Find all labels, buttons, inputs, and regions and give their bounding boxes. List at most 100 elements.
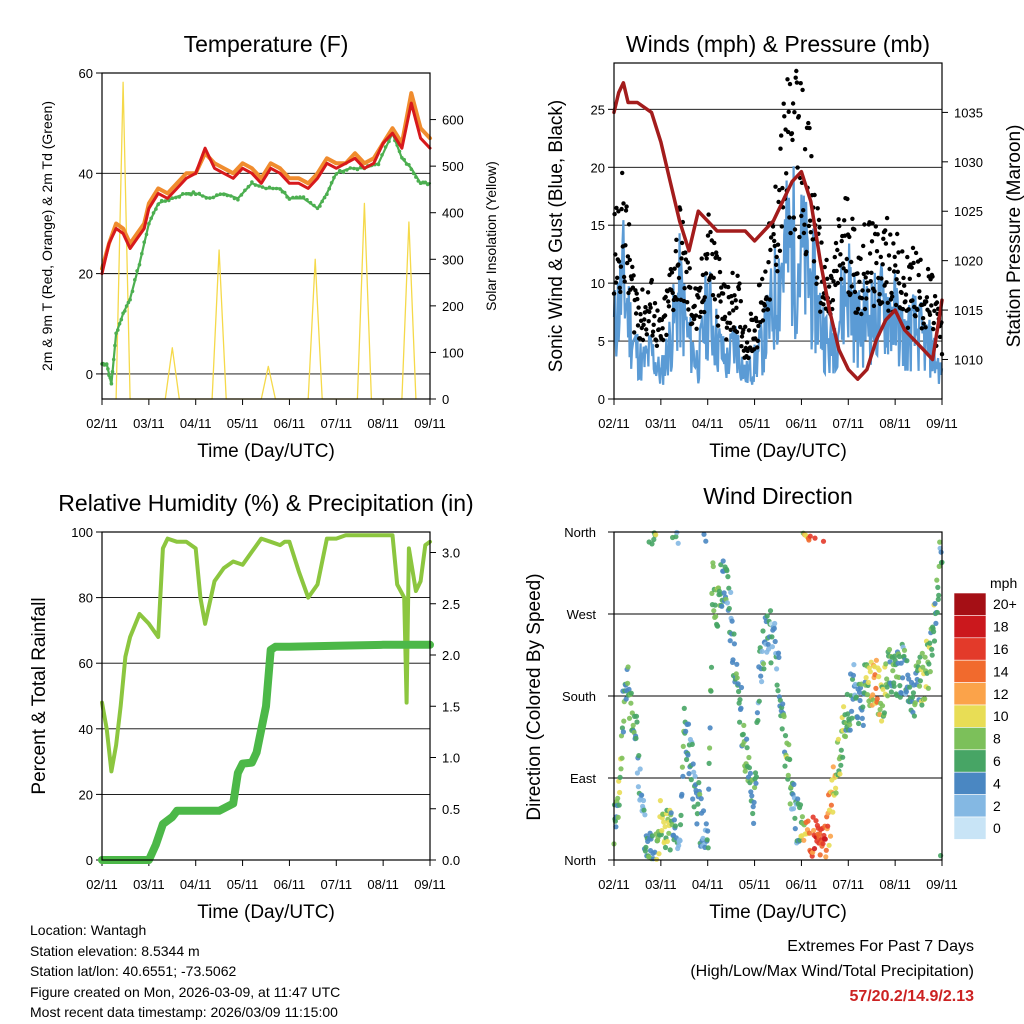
dewpoint-point [232,196,237,201]
gust-point [869,239,875,244]
gust-point [896,281,902,286]
gust-point [642,317,647,322]
gust-point [734,329,740,335]
legend-title: mph [990,575,1017,591]
direction-point [751,799,757,806]
direction-point [679,764,686,770]
gust-point [626,222,632,227]
gust-point [638,312,643,317]
gust-point [737,281,742,286]
humidity-frame [101,531,431,861]
time-tick-label: 07/11 [832,416,864,431]
gust-point [751,347,757,352]
dewpoint-point [274,186,279,191]
direction-point [619,725,626,731]
right-tick-label: 1.0 [442,751,460,766]
direction-point [725,574,731,580]
dewpoint-point [142,240,146,244]
gust-point [787,81,793,87]
dewpoint-point [225,193,230,198]
gust-point [621,201,626,206]
direction-point [903,689,910,695]
direction-point [805,818,811,824]
dewpoint-point [325,192,329,196]
direction-point [907,684,913,690]
dewpoint-point [352,166,356,171]
direction-point [710,563,716,570]
dewpoint-point [222,192,226,197]
direction-point [901,647,908,653]
gust-point [788,230,793,236]
dewpoint-point [383,145,388,149]
gust-point [844,256,849,262]
legend-swatch [953,771,987,795]
dewpoint-point [156,202,160,207]
direction-point [817,852,823,858]
direction-point [636,753,642,759]
gust-point [647,309,652,314]
gust-point [802,222,807,227]
gust-point [931,326,936,332]
gust-point [802,147,808,152]
direction-point [833,790,839,796]
gust-point [884,280,889,285]
gust-point [755,345,760,350]
direction-point [755,717,761,724]
gust-point [847,234,852,240]
dewpoint-point [109,381,114,386]
humidity-ylabel: Percent & Total Rainfall [29,597,50,794]
gust-point [724,325,730,330]
direction-point [760,661,767,667]
direction-point [916,683,923,689]
direction-point [683,728,689,735]
direction-point [935,584,941,591]
gust-point [733,298,738,303]
gust-point [874,260,879,266]
gust-point [812,192,817,198]
gust-point [801,230,807,236]
gust-point [849,259,854,265]
direction-point [849,708,855,714]
gust-point [909,265,914,270]
direction-point [935,596,941,603]
direction-point [932,601,938,607]
humidity-plot-area [98,531,434,864]
direction-point [774,682,780,688]
gust-point [801,208,806,213]
direction-point [727,638,733,644]
dewpoint-point [236,197,240,202]
gust-point [836,217,841,222]
left-tick-label: 15 [591,218,605,233]
gust-point [931,320,936,326]
gust-point [779,224,784,229]
legend-label: 18 [993,619,1009,635]
direction-ylabel: Direction (Colored By Speed) [524,573,545,820]
direction-point [877,706,883,713]
direction-point [658,832,664,838]
left-tick-label: 60 [79,656,93,671]
direction-point [617,789,623,796]
gust-point [917,289,922,294]
gust-point [706,212,711,217]
time-tick-label: 04/11 [692,877,724,892]
direction-point [922,696,928,702]
gust-point [676,262,681,267]
gust-point [850,216,855,221]
direction-point [830,809,836,815]
direction-point [615,795,621,801]
gust-point [807,125,812,131]
direction-point [830,764,836,770]
gust-point [793,75,798,80]
gust-point [640,337,646,343]
gust-point [808,230,813,235]
elevation-text: Station elevation: 8.5344 m [30,942,200,959]
direction-point [817,831,823,837]
gust-point [641,322,646,327]
direction-point [926,661,932,667]
direction-point [851,662,857,668]
left-tick-label: 25 [591,102,605,117]
dewpoint-point [140,251,144,256]
direction-point [761,666,767,672]
direction-point [659,828,665,834]
direction-point [838,762,844,768]
